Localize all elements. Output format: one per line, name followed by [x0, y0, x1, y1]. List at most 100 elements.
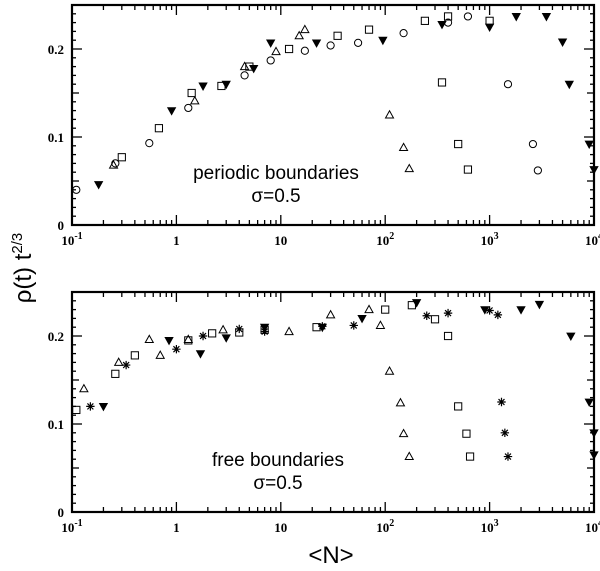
data-point-triangle-open	[384, 109, 395, 119]
data-point-star	[485, 306, 494, 315]
data-point-circle-open	[240, 71, 249, 80]
data-point-square-open	[463, 165, 473, 174]
data-point-triangle-open	[384, 365, 395, 375]
data-point-triangle-down-filled	[317, 323, 328, 333]
data-point-triangle-down-filled	[484, 23, 495, 33]
data-point-triangle-open	[404, 451, 415, 461]
data-point-triangle-open	[284, 326, 294, 336]
data-point-circle-open	[184, 103, 193, 113]
y-axis-label-exponent: 2/3	[9, 233, 26, 254]
data-point-triangle-open	[271, 46, 281, 56]
data-point-square-open	[443, 12, 453, 21]
x-tick-label: 10-1	[61, 231, 82, 248]
data-point-triangle-down-filled	[195, 350, 206, 359]
data-point-circle-open	[353, 38, 363, 47]
plot-frame-top	[70, 3, 596, 227]
x-tick-labels-top: 10-1 1 10 102 103 104	[61, 231, 600, 248]
x-tick-label: 10	[274, 233, 287, 248]
data-point-triangle-open	[325, 309, 336, 319]
data-point-triangle-down-filled	[221, 80, 231, 90]
y-tick-label: 0.1	[48, 130, 64, 145]
data-point-square-open	[430, 315, 440, 324]
y-tick-label: 0.2	[48, 42, 64, 57]
data-point-triangle-open	[395, 397, 406, 407]
data-point-triangle-open	[404, 163, 415, 173]
data-point-square-open	[333, 31, 342, 40]
data-point-triangle-open	[398, 142, 409, 152]
data-point-triangle-open	[189, 95, 200, 105]
data-point-square-open	[437, 78, 447, 87]
data-point-triangle-down-filled	[516, 306, 526, 315]
data-point-triangle-open	[108, 159, 119, 169]
data-point-triangle-down-filled	[589, 429, 599, 438]
data-point-triangle-open	[155, 350, 166, 359]
data-point-square-open	[462, 429, 471, 438]
data-point-star	[121, 360, 131, 370]
data-point-triangle-down-filled	[259, 323, 270, 333]
data-point-circle-open	[72, 185, 81, 194]
data-point-square-open	[187, 88, 196, 98]
data-point-star	[198, 331, 208, 341]
data-point-triangle-open	[239, 61, 250, 71]
annotation-bottom-line2: σ=0.5	[253, 473, 302, 494]
data-point-triangle-open	[398, 428, 409, 438]
data-point-triangle-open	[144, 334, 155, 344]
data-point-square-open	[454, 139, 463, 149]
data-point-triangle-down-filled	[378, 36, 388, 46]
panel-top: 0 0.1 0.2 10-1 1 10 102 103 104 periodic bounda…	[48, 3, 600, 248]
x-tick-label: 1	[173, 233, 180, 248]
annotation-top-line2: σ=0.5	[251, 186, 300, 207]
data-point-triangle-down-filled	[166, 107, 177, 116]
data-point-circle-open	[399, 29, 408, 38]
data-point-circle-open	[145, 139, 154, 148]
data-point-star	[422, 311, 431, 320]
x-tick-label: 102	[376, 518, 394, 535]
y-tick-label: 0	[58, 505, 65, 520]
data-point-triangle-down-filled	[249, 64, 259, 74]
data-point-star	[235, 324, 244, 334]
data-point-square-open	[130, 351, 139, 360]
data-point-circle-open	[528, 139, 538, 149]
data-point-triangle-down-filled	[511, 13, 521, 22]
data-point-triangle-down-filled	[557, 38, 568, 47]
data-point-triangle-down-filled	[411, 299, 422, 308]
data-point-square-open	[454, 402, 463, 411]
x-tick-label: 1	[173, 520, 180, 535]
data-point-triangle-down-filled	[93, 181, 104, 190]
x-axis-label: <N>	[308, 542, 353, 569]
panel-bottom: 0 0.1 0.2 10-1 1 10 102 103 104 free boundaries…	[48, 290, 600, 535]
y-tick-label: 0.1	[48, 417, 64, 432]
axis-ticks-top	[71, 4, 594, 226]
data-point-triangle-open	[294, 30, 305, 40]
y-tick-labels-bottom: 0 0.1 0.2	[48, 329, 64, 520]
y-tick-labels-top: 0 0.1 0.2	[48, 42, 64, 233]
data-point-triangle-down-filled	[198, 82, 208, 91]
data-point-triangle-open	[113, 357, 124, 366]
data-point-triangle-down-filled	[357, 315, 367, 324]
data-point-square-open	[420, 16, 429, 25]
data-point-star	[503, 452, 513, 461]
data-point-triangle-down-filled	[589, 451, 599, 460]
data-point-star	[172, 345, 181, 354]
data-point-triangle-down-filled	[589, 166, 599, 175]
x-tick-label: 104	[585, 518, 600, 535]
data-point-triangle-open	[218, 324, 228, 334]
data-point-triangle-down-filled	[437, 20, 447, 30]
data-point-square-open	[111, 369, 120, 378]
data-point-triangle-down-filled	[534, 300, 545, 310]
data-point-triangle-down-filled	[566, 332, 576, 342]
x-tick-label: 102	[376, 231, 394, 248]
data-point-triangle-down-filled	[164, 337, 174, 346]
data-point-circle-open	[463, 12, 473, 21]
x-tick-label: 103	[481, 231, 499, 248]
x-tick-label: 103	[481, 518, 499, 535]
plot-frame-bottom	[70, 290, 596, 514]
y-tick-label: 0.2	[48, 329, 64, 344]
data-point-square-open	[465, 452, 475, 461]
data-point-star	[497, 397, 506, 407]
data-point-square-open	[117, 153, 126, 162]
data-point-triangle-down-filled	[98, 403, 109, 412]
x-tick-label: 104	[585, 231, 600, 248]
axis-ticks-bottom	[71, 291, 594, 513]
